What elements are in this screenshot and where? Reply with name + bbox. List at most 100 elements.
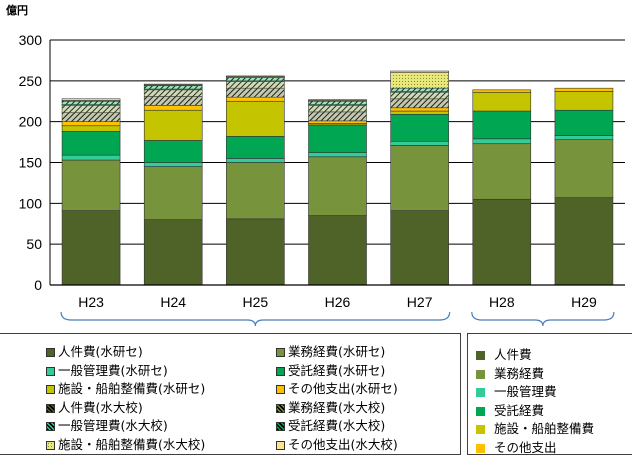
legend-label: 受託経費(水研セ) [288,362,386,378]
bar-segment-tint [144,96,203,106]
bar-segment [390,140,449,146]
legend-item: 一般管理費 [476,385,557,399]
legend-item: 一般管理費(水大校) [46,419,168,433]
bar-segment [226,136,285,159]
bar-segment-tint [308,105,367,112]
y-tick-label: 50 [26,236,42,252]
bar-segment-tint [308,104,367,106]
legend-swatch [276,403,285,413]
legend-item: 施設・船舶整備費(水研セ) [46,382,205,396]
legend-item: 施設・船舶整備費 [476,422,594,436]
bar-segment [472,198,532,286]
legend-item: その他支出(水大校) [276,436,398,452]
bar-segment [61,125,121,132]
legend-swatch [276,422,285,431]
legend-label: 受託経費 [494,402,545,418]
bar-segment [390,145,449,211]
bar-segment [554,87,614,92]
bar-segment-tint [62,104,121,106]
legend-item: 受託経費(水研セ) [276,362,386,378]
legend-swatch [46,440,55,450]
legend-item: 受託経費 [476,402,545,418]
legend-swatch [276,385,285,394]
x-tick-label: H24 [160,294,186,310]
legend-label: 一般管理費 [494,384,557,399]
bar-segment [308,152,367,158]
bar-segment-tint [226,80,285,82]
legend-item: その他支出(水研セ) [276,382,398,396]
legend-swatch [476,351,485,360]
bar-segment [226,96,285,102]
bar-segment [61,159,121,211]
legend-label: 施設・船舶整備費 [494,421,595,436]
bar-segment-tint [390,91,449,93]
legend-left: 人件費(水研セ) 業務経費(水研セ) 一般管理費(水研セ) 受託経費(水研セ) 施設・船… [0,333,461,455]
legend-swatch [46,422,55,431]
legend-label: 施設・船舶整備費(水研セ) [58,381,206,396]
legend-swatch [476,425,485,434]
legend-label: 業務経費(水大校) [288,399,386,415]
legend-label: 人件費(水研セ) [58,344,143,359]
bar-segment-tint [390,98,449,108]
legend-label: 受託経費(水大校) [288,418,386,433]
legend-label: 業務経費(水研セ) [288,344,386,359]
group-braces [60,311,615,327]
bar-segment [554,197,614,286]
bar-segment-tint [62,101,121,105]
bar-segment-tint [62,112,121,122]
bar-segment [308,120,367,124]
bar-segment [390,70,449,73]
bar-segment [554,109,614,136]
bar-segment-tint [226,88,285,98]
legend-label: その他支出(水研セ) [288,381,398,396]
bar-segment [554,139,614,198]
bar-segment [61,121,121,127]
unit-label: 億円 [6,4,28,17]
bar-segment [308,156,367,216]
bar-segment [61,210,121,286]
legend-item: 業務経費(水大校) [276,399,386,415]
bar-segment [390,107,449,112]
x-tick-label: H23 [78,294,104,310]
bar-segment [226,100,285,137]
bar-segment [143,83,203,86]
legend-item: 施設・船舶整備費(水大校) [46,436,206,452]
legend-item: 受託経費(水大校) [276,419,385,433]
bar-segment [554,91,614,111]
legend-label: その他支出(水大校) [288,436,398,452]
axes: 0 50 100 150 200 250 300 H23 H24 H25 H26 H27 H28 H29 [19,32,625,310]
legend-swatch [276,348,285,357]
x-tick-label: H29 [571,294,597,310]
y-tick-label: 200 [19,114,43,130]
legend-item: 一般管理費(水研セ) [46,363,168,378]
bar-segment-tint [144,89,203,97]
bar-segment [308,124,367,154]
bar-segment [390,110,449,115]
bar-segment [308,99,367,101]
legend-label: 一般管理費(水大校) [58,418,168,433]
bar-segment [61,98,121,101]
bar-segment [61,131,121,156]
bar-segment-tint [226,77,285,81]
bar-segment [143,162,203,167]
legend-label: 業務経費 [494,365,545,381]
bar-segment [308,215,367,286]
legend-label: 施設・船舶整備費(水大校) [58,436,206,452]
legend-swatch [476,388,485,397]
legend-label: 人件費 [494,347,532,362]
bar-segment [472,89,532,93]
bars [61,70,614,286]
x-tick-label: H28 [489,294,515,310]
y-tick-label: 250 [19,73,43,89]
bar-segment [472,110,532,140]
brace-left-group [60,311,451,327]
legend-swatch [46,403,55,413]
y-tick-label: 100 [19,195,43,211]
bar-segment [390,72,449,89]
x-tick-label: H25 [243,294,269,310]
legend-swatch [276,440,285,450]
legend-swatch [476,406,485,416]
bar-segment [472,138,532,145]
bar-segment-tint [390,92,449,99]
y-tick-label: 300 [19,32,43,48]
